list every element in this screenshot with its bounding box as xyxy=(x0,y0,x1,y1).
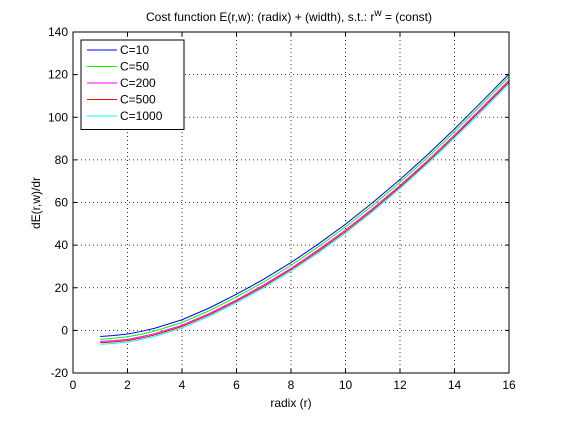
y-tick-label: 120 xyxy=(48,68,68,82)
x-tick-label: 0 xyxy=(70,378,77,392)
y-tick-label: 80 xyxy=(55,153,69,167)
x-tick-label: 16 xyxy=(502,378,516,392)
y-tick-label: -20 xyxy=(51,366,69,380)
series-line-c-500 xyxy=(100,81,510,344)
y-axis-label: dE(r,w)/dr xyxy=(29,177,43,229)
series-line-c-200 xyxy=(100,79,510,342)
series-line-c-10 xyxy=(100,73,510,338)
y-tick-label: 40 xyxy=(55,238,69,252)
legend-box xyxy=(80,39,185,130)
x-tick-label: 10 xyxy=(339,378,353,392)
chart-title: Cost function E(r,w): (radix) + (width),… xyxy=(146,8,432,24)
chart-title-suffix: = (const) xyxy=(382,10,432,24)
x-tick-label: 2 xyxy=(124,378,131,392)
legend-label: C=500 xyxy=(120,93,156,107)
x-tick-label: 8 xyxy=(288,378,295,392)
chart-title-superscript: w xyxy=(373,8,382,19)
y-tick-label: 20 xyxy=(55,281,69,295)
x-tick-label: 4 xyxy=(179,378,186,392)
y-tick-label: 140 xyxy=(48,25,68,39)
x-tick-label: 14 xyxy=(448,378,462,392)
series-line-c-50 xyxy=(100,76,510,340)
y-tick-label: 60 xyxy=(55,196,69,210)
x-tick-label: 6 xyxy=(233,378,240,392)
legend-label: C=50 xyxy=(120,60,149,74)
x-tick-label: 12 xyxy=(393,378,407,392)
series-line-c-1000 xyxy=(100,83,510,345)
legend-label: C=200 xyxy=(120,76,156,90)
legend-label: C=10 xyxy=(120,43,149,57)
y-tick-label: 100 xyxy=(48,110,68,124)
legend-label: C=1000 xyxy=(120,109,163,123)
x-axis-label: radix (r) xyxy=(270,396,311,410)
legend: C=10 C=50 C=200 C=500 C=1000 xyxy=(80,39,185,130)
y-tick-label: 0 xyxy=(61,323,68,337)
series-layer xyxy=(100,73,510,345)
